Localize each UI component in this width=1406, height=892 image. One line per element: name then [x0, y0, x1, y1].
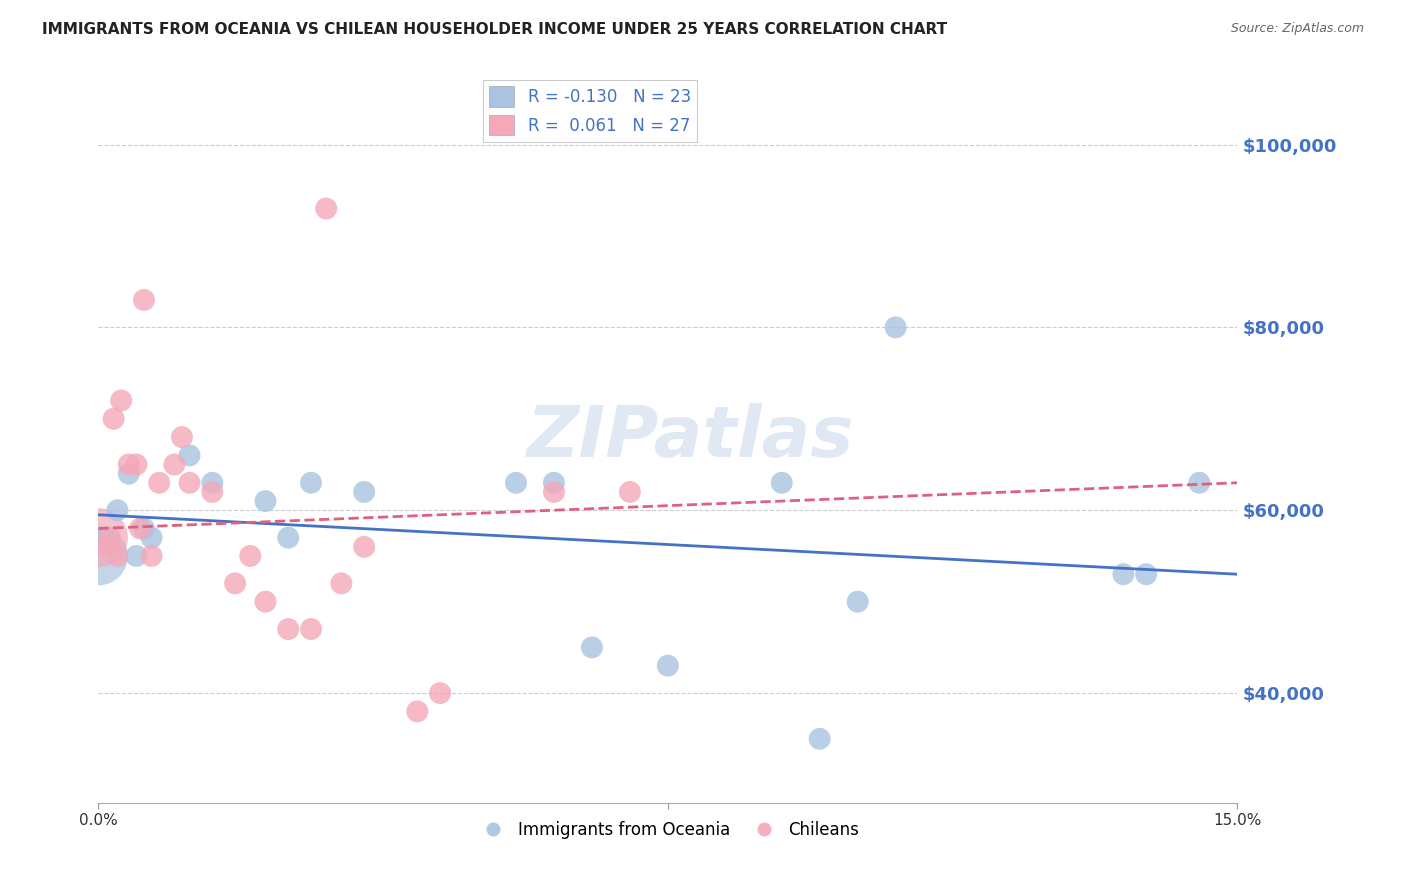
Point	[141, 531, 163, 545]
Point	[87, 549, 110, 563]
Point	[98, 531, 121, 545]
Point	[619, 484, 641, 499]
Point	[277, 531, 299, 545]
Point	[201, 484, 224, 499]
Point	[353, 484, 375, 499]
Point	[353, 540, 375, 554]
Point	[277, 622, 299, 636]
Point	[94, 540, 117, 554]
Point	[118, 467, 141, 481]
Point	[581, 640, 603, 655]
Point	[505, 475, 527, 490]
Point	[254, 494, 277, 508]
Point	[94, 531, 117, 545]
Point	[1135, 567, 1157, 582]
Point	[884, 320, 907, 334]
Point	[118, 458, 141, 472]
Point	[846, 594, 869, 608]
Point	[170, 430, 193, 444]
Point	[129, 521, 152, 535]
Point	[132, 521, 155, 535]
Point	[299, 622, 322, 636]
Point	[543, 475, 565, 490]
Point	[148, 475, 170, 490]
Point	[87, 531, 110, 545]
Text: ZIPatlas: ZIPatlas	[527, 402, 855, 472]
Text: IMMIGRANTS FROM OCEANIA VS CHILEAN HOUSEHOLDER INCOME UNDER 25 YEARS CORRELATION: IMMIGRANTS FROM OCEANIA VS CHILEAN HOUSE…	[42, 22, 948, 37]
Point	[406, 704, 429, 718]
Point	[110, 393, 132, 408]
Point	[299, 475, 322, 490]
Point	[125, 458, 148, 472]
Point	[125, 549, 148, 563]
Point	[179, 475, 201, 490]
Point	[239, 549, 262, 563]
Point	[808, 731, 831, 746]
Point	[132, 293, 155, 307]
Point	[254, 594, 277, 608]
Point	[543, 484, 565, 499]
Point	[429, 686, 451, 700]
Point	[315, 202, 337, 216]
Point	[141, 549, 163, 563]
Point	[330, 576, 353, 591]
Point	[163, 458, 186, 472]
Point	[107, 549, 129, 563]
Point	[107, 503, 129, 517]
Point	[770, 475, 793, 490]
Text: Source: ZipAtlas.com: Source: ZipAtlas.com	[1230, 22, 1364, 36]
Legend: Immigrants from Oceania, Chileans: Immigrants from Oceania, Chileans	[470, 814, 866, 846]
Point	[224, 576, 246, 591]
Point	[657, 658, 679, 673]
Point	[1188, 475, 1211, 490]
Point	[1112, 567, 1135, 582]
Point	[201, 475, 224, 490]
Point	[103, 411, 125, 425]
Point	[179, 448, 201, 462]
